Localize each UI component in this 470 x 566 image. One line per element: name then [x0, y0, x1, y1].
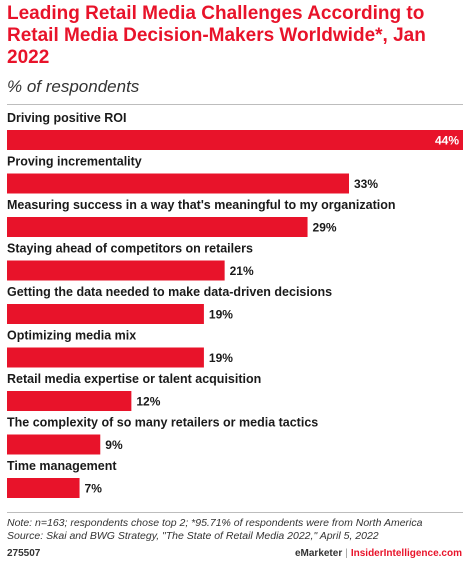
value-label: 29% — [313, 221, 337, 235]
bar-chart: Driving positive ROI 44% Proving increment… — [7, 111, 463, 498]
brand-footer: eMarketer | InsiderIntelligence.com — [295, 548, 462, 559]
bar — [7, 478, 80, 498]
bar — [7, 434, 101, 455]
category-label: Retail media expertise or talent acquisi… — [7, 372, 261, 386]
chart-title: Leading Retail Media Challenges Accordin… — [7, 3, 426, 68]
bar — [7, 173, 349, 194]
category-label: Optimizing media mix — [7, 329, 136, 343]
brand-separator: | — [345, 548, 348, 559]
chart-id: 275507 — [7, 548, 41, 559]
category-label: The complexity of so many retailers or m… — [7, 416, 318, 430]
bottom-divider — [7, 512, 463, 513]
value-label: 21% — [230, 264, 254, 278]
value-label: 7% — [85, 482, 103, 496]
value-label: 19% — [209, 308, 233, 322]
value-label: 19% — [209, 351, 233, 365]
bar — [7, 260, 225, 281]
source-text: Source: Skai and BWG Strategy, "The Stat… — [7, 530, 379, 542]
category-label: Proving incrementality — [7, 155, 142, 169]
chart-subtitle: % of respondents — [7, 77, 140, 96]
value-label: 33% — [354, 177, 378, 191]
chart-note: Note: n=163; respondents chose top 2; *9… — [7, 517, 422, 543]
category-label: Staying ahead of competitors on retailer… — [7, 242, 253, 256]
value-label: 9% — [105, 438, 123, 452]
bar — [7, 217, 308, 237]
value-label: 44% — [435, 134, 459, 148]
bar — [7, 347, 204, 368]
category-label: Measuring success in a way that's meanin… — [7, 198, 395, 212]
top-divider — [7, 104, 463, 105]
bar — [7, 130, 463, 150]
note-text: Note: n=163; respondents chose top 2; *9… — [7, 517, 423, 529]
category-label: Time management — [7, 459, 117, 473]
brand-emarketer: eMarketer — [294, 548, 343, 559]
bar — [7, 304, 204, 324]
category-label: Getting the data needed to make data-dri… — [7, 285, 332, 299]
bar — [7, 391, 132, 411]
value-label: 12% — [136, 395, 160, 409]
brand-insider-intelligence: InsiderIntelligence.com — [350, 548, 462, 559]
category-label: Driving positive ROI — [7, 111, 126, 125]
